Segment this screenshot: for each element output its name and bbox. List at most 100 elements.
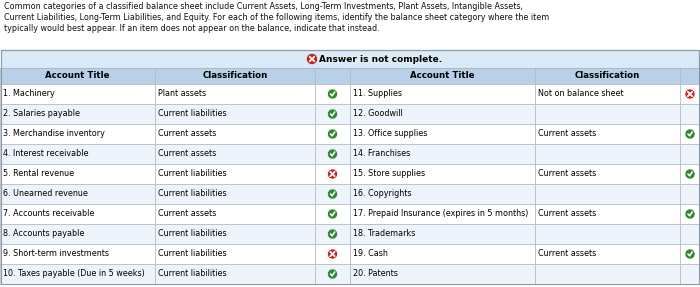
Text: 15. Store supplies: 15. Store supplies [353, 170, 425, 179]
Bar [155, 264, 315, 284]
Text: Classification: Classification [575, 71, 640, 80]
Bar [350, 164, 535, 184]
Circle shape [328, 150, 337, 158]
Text: typically would best appear. If an item does not appear on the balance, indicate: typically would best appear. If an item … [4, 24, 379, 33]
Bar [350, 84, 535, 104]
Bar [155, 244, 315, 264]
Text: Current liabilities: Current liabilities [158, 269, 227, 278]
Bar [680, 124, 700, 144]
Text: 12. Goodwill: 12. Goodwill [353, 110, 402, 119]
Bar [535, 184, 680, 204]
Text: 10. Taxes payable (Due in 5 weeks): 10. Taxes payable (Due in 5 weeks) [3, 269, 145, 278]
Text: Current assets: Current assets [538, 210, 596, 218]
Bar [680, 264, 700, 284]
Text: 7. Accounts receivable: 7. Accounts receivable [3, 210, 94, 218]
Circle shape [328, 90, 337, 98]
Bar [0, 244, 155, 264]
Bar [680, 184, 700, 204]
Bar [0, 164, 155, 184]
Circle shape [328, 190, 337, 198]
Bar [315, 68, 350, 84]
Text: 16. Copyrights: 16. Copyrights [353, 189, 412, 199]
Bar [0, 124, 155, 144]
Bar [0, 204, 155, 224]
Bar [0, 264, 155, 284]
Bar [315, 144, 350, 164]
Circle shape [686, 90, 694, 98]
Bar [0, 84, 155, 104]
Bar [315, 84, 350, 104]
Text: 4. Interest receivable: 4. Interest receivable [3, 150, 88, 158]
Bar [350, 244, 535, 264]
Text: Current liabilities: Current liabilities [158, 110, 227, 119]
Text: 17. Prepaid Insurance (expires in 5 months): 17. Prepaid Insurance (expires in 5 mont… [353, 210, 528, 218]
Circle shape [328, 250, 337, 258]
Circle shape [328, 170, 337, 178]
Bar [155, 184, 315, 204]
Circle shape [686, 210, 694, 218]
Text: Current assets: Current assets [538, 129, 596, 139]
Bar [680, 84, 700, 104]
Circle shape [328, 270, 337, 278]
Bar [155, 84, 315, 104]
Text: 13. Office supplies: 13. Office supplies [353, 129, 428, 139]
Text: Current Liabilities, Long-Term Liabilities, and Equity. For each of the followin: Current Liabilities, Long-Term Liabiliti… [4, 13, 550, 22]
Bar [0, 144, 155, 164]
Bar [155, 224, 315, 244]
Text: Current liabilities: Current liabilities [158, 230, 227, 238]
Bar [155, 124, 315, 144]
Bar [350, 264, 535, 284]
Text: Current assets: Current assets [158, 150, 216, 158]
Bar [680, 164, 700, 184]
Bar [315, 184, 350, 204]
Bar [535, 244, 680, 264]
Bar [155, 164, 315, 184]
Text: 5. Rental revenue: 5. Rental revenue [3, 170, 74, 179]
Bar [350, 184, 535, 204]
Text: 2. Salaries payable: 2. Salaries payable [3, 110, 80, 119]
Bar [680, 68, 700, 84]
Text: 1. Machinery: 1. Machinery [3, 90, 55, 98]
Circle shape [328, 230, 337, 238]
Bar [535, 144, 680, 164]
Text: 19. Cash: 19. Cash [353, 249, 388, 259]
Bar [535, 224, 680, 244]
Text: Current assets: Current assets [158, 129, 216, 139]
Text: Current assets: Current assets [538, 249, 596, 259]
Bar [315, 264, 350, 284]
Bar [350, 224, 535, 244]
Bar [0, 184, 155, 204]
Text: Current liabilities: Current liabilities [158, 249, 227, 259]
Text: 8. Accounts payable: 8. Accounts payable [3, 230, 85, 238]
Circle shape [328, 130, 337, 138]
Text: Account Title: Account Title [46, 71, 110, 80]
Text: Plant assets: Plant assets [158, 90, 206, 98]
Circle shape [686, 130, 694, 138]
Text: Not on balance sheet: Not on balance sheet [538, 90, 624, 98]
Bar [680, 204, 700, 224]
Bar [350, 144, 535, 164]
Circle shape [328, 210, 337, 218]
Bar [535, 204, 680, 224]
Bar [0, 104, 155, 124]
Bar [350, 204, 535, 224]
Text: 11. Supplies: 11. Supplies [353, 90, 402, 98]
Bar [1, 50, 699, 284]
Text: 6. Unearned revenue: 6. Unearned revenue [3, 189, 88, 199]
Bar [535, 124, 680, 144]
Bar [0, 68, 155, 84]
Text: 9. Short-term investments: 9. Short-term investments [3, 249, 109, 259]
Circle shape [307, 55, 316, 63]
Text: 14. Franchises: 14. Franchises [353, 150, 410, 158]
Bar [535, 84, 680, 104]
Bar [680, 104, 700, 124]
Bar [535, 264, 680, 284]
Bar [0, 224, 155, 244]
Text: Account Title: Account Title [410, 71, 475, 80]
Bar [1, 50, 699, 68]
Bar [155, 204, 315, 224]
Bar [535, 164, 680, 184]
Bar [315, 124, 350, 144]
Bar [315, 164, 350, 184]
Bar [350, 68, 535, 84]
